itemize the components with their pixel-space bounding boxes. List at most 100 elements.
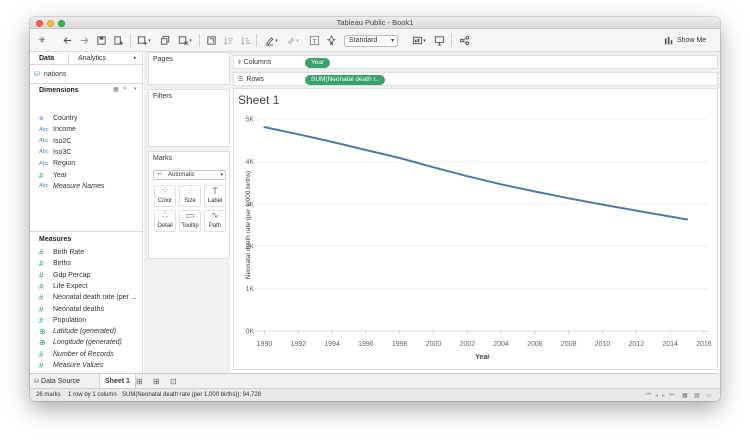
sheet-tab[interactable]: Sheet 1 — [99, 374, 136, 389]
first-sheet-icon[interactable]: ⏮ — [646, 392, 652, 398]
dimension-field[interactable]: Abc Measure Names — [39, 181, 104, 192]
filmstrip-icon[interactable]: ▤ — [694, 393, 700, 399]
fit-icon[interactable]: ▾ — [409, 33, 429, 48]
new-worksheet-icon[interactable]: ▾ — [135, 33, 153, 48]
tabs-view-icon[interactable]: ▭ — [706, 393, 712, 399]
path-mark-label: Path — [208, 223, 222, 229]
x-tick-label: 2004 — [493, 341, 509, 348]
shelves: ⦀ Columns Year ☰ Rows SUM(Neonatal death r… — [230, 52, 720, 88]
sort-descending-icon[interactable] — [238, 33, 252, 48]
tab-data[interactable]: Data — [39, 55, 55, 62]
data-source-item[interactable]: ⛁ nations — [34, 68, 66, 80]
detail-mark-button[interactable]: ∴ Detail — [154, 210, 176, 232]
marks-card-title: Marks — [153, 155, 173, 162]
measure-field-label: Births — [53, 260, 71, 268]
path-mark-button[interactable]: ∿ Path — [204, 210, 226, 232]
filters-card[interactable]: Filters — [148, 89, 230, 147]
save-icon[interactable] — [94, 33, 108, 48]
label-icon[interactable]: T — [307, 33, 321, 48]
group-icon[interactable]: ▾ — [283, 33, 301, 48]
redo-icon[interactable] — [77, 33, 91, 48]
x-tick-label: 2010 — [595, 341, 611, 348]
grid-view-icon[interactable]: ▦ — [113, 87, 119, 93]
toolbar: ✳ ▾ ▾ — [30, 29, 720, 52]
tableau-logo-icon[interactable]: ✳ — [38, 35, 46, 45]
fit-select[interactable]: Standard ▾ — [344, 35, 398, 47]
window-title: Tableau Public - Book1 — [336, 18, 414, 27]
year-pill[interactable]: Year — [305, 58, 331, 68]
abc-icon: Abc — [39, 138, 49, 145]
measure-field[interactable]: # Number of Records — [39, 349, 114, 360]
undo-icon[interactable] — [60, 33, 74, 48]
database-icon: ⛁ — [34, 379, 40, 385]
minimize-window-button[interactable] — [47, 19, 54, 27]
color-mark-button[interactable]: ⁘ Color — [154, 185, 176, 207]
new-story-tab-icon[interactable]: ⊡ — [170, 377, 177, 386]
measure-field[interactable]: ⊕ Latitude (generated) — [39, 326, 116, 337]
measure-field[interactable]: # Population — [39, 315, 86, 326]
globe-icon: ⊕ — [39, 338, 46, 348]
number-icon: # — [39, 361, 44, 370]
x-tick-label: 2012 — [629, 341, 645, 348]
mark-type-select[interactable]: ∼ Automatic ▾ — [153, 170, 226, 180]
measure-field[interactable]: # Neonatal deaths — [39, 304, 104, 315]
next-sheet-icon[interactable]: ▸ — [662, 393, 666, 399]
prev-sheet-icon[interactable]: ◂ — [655, 393, 659, 399]
tab-analytics[interactable]: Analytics — [78, 55, 107, 62]
measure-field[interactable]: # Neonatal death rate (per ... — [39, 292, 137, 303]
show-me-button[interactable]: Show Me — [664, 33, 706, 48]
abc-icon: Abc — [39, 183, 49, 190]
analytics-menu-icon[interactable]: ▸ — [134, 55, 137, 61]
new-dashboard-tab-icon[interactable]: ⊞ — [153, 377, 160, 386]
dimension-field[interactable]: Abc Iso2C — [39, 136, 71, 147]
duplicate-icon[interactable] — [158, 33, 172, 48]
columns-shelf[interactable]: ⦀ Columns Year — [233, 55, 718, 69]
clear-icon[interactable]: ▾ — [176, 33, 194, 48]
line-chart[interactable]: 0K 1K 2K 3K 4K 5K 1990 1992 1994 1996 1998 2000 2002… — [234, 89, 719, 371]
y-tick-label: 1K — [245, 286, 254, 293]
dimension-field[interactable]: Abc Income — [39, 124, 76, 135]
pin-icon[interactable] — [324, 33, 338, 48]
highlight-icon[interactable]: ▾ — [262, 33, 280, 48]
dimension-field[interactable]: Abc Iso3C — [39, 147, 71, 158]
columns-label-text: Columns — [243, 59, 272, 66]
add-datasource-icon[interactable] — [111, 33, 125, 48]
measure-field[interactable]: # Births — [39, 258, 71, 269]
swap-icon[interactable] — [204, 33, 218, 48]
sheet-sorter-icon[interactable]: ▦ — [682, 393, 688, 399]
tooltip-mark-button[interactable]: ▭ Tooltip — [179, 210, 201, 232]
x-tick-label: 2006 — [527, 341, 543, 348]
presentation-icon[interactable] — [432, 33, 446, 48]
size-mark-button[interactable]: ◌ Size — [179, 185, 201, 207]
data-source-tab[interactable]: ⛁ Data Source — [34, 374, 80, 389]
last-sheet-icon[interactable]: ⏭ — [669, 392, 675, 398]
measure-field[interactable]: # Life Expect — [39, 281, 88, 292]
measure-field[interactable]: # Measure Values — [39, 360, 103, 371]
measure-field-label: Life Expect — [53, 282, 88, 290]
measure-field[interactable]: ⊕ Longitude (generated) — [39, 337, 122, 348]
search-icon[interactable]: ⌕ — [123, 85, 127, 92]
measure-field-label: Birth Rate — [53, 249, 85, 256]
close-window-button[interactable] — [36, 19, 43, 27]
pages-card[interactable]: Pages — [148, 52, 230, 85]
neonatal-death-rate-pill[interactable]: SUM(Neonatal death r.. — [305, 75, 385, 85]
zoom-window-button[interactable] — [58, 19, 65, 27]
dimensions-menu-icon[interactable]: ▾ — [134, 86, 137, 92]
x-tick-label: 1994 — [324, 341, 340, 348]
share-icon[interactable] — [457, 33, 471, 48]
measure-field[interactable]: # Birth Rate — [39, 247, 84, 258]
rows-shelf[interactable]: ☰ Rows SUM(Neonatal death r.. — [233, 72, 718, 86]
cards-pane: Pages Filters Marks ∼ Automatic ▾ ⁘ Color… — [144, 52, 230, 373]
globe-icon: ⊕ — [39, 115, 44, 122]
dimension-field[interactable]: # Year — [39, 170, 67, 181]
measure-field-label: Number of Records — [53, 350, 114, 358]
measure-field[interactable]: # Gdp Percap — [39, 270, 90, 281]
tooltip-icon: ▭ — [185, 210, 195, 220]
tooltip-mark-label: Tooltip — [181, 223, 199, 229]
dimension-field[interactable]: ⊕ Country — [39, 113, 78, 124]
sort-ascending-icon[interactable] — [221, 33, 235, 48]
new-worksheet-tab-icon[interactable]: ⊞ — [136, 377, 143, 386]
label-mark-button[interactable]: T Label — [204, 185, 226, 207]
measure-field-label: Latitude (generated) — [53, 328, 117, 336]
dimension-field[interactable]: Abc Region — [39, 158, 75, 169]
